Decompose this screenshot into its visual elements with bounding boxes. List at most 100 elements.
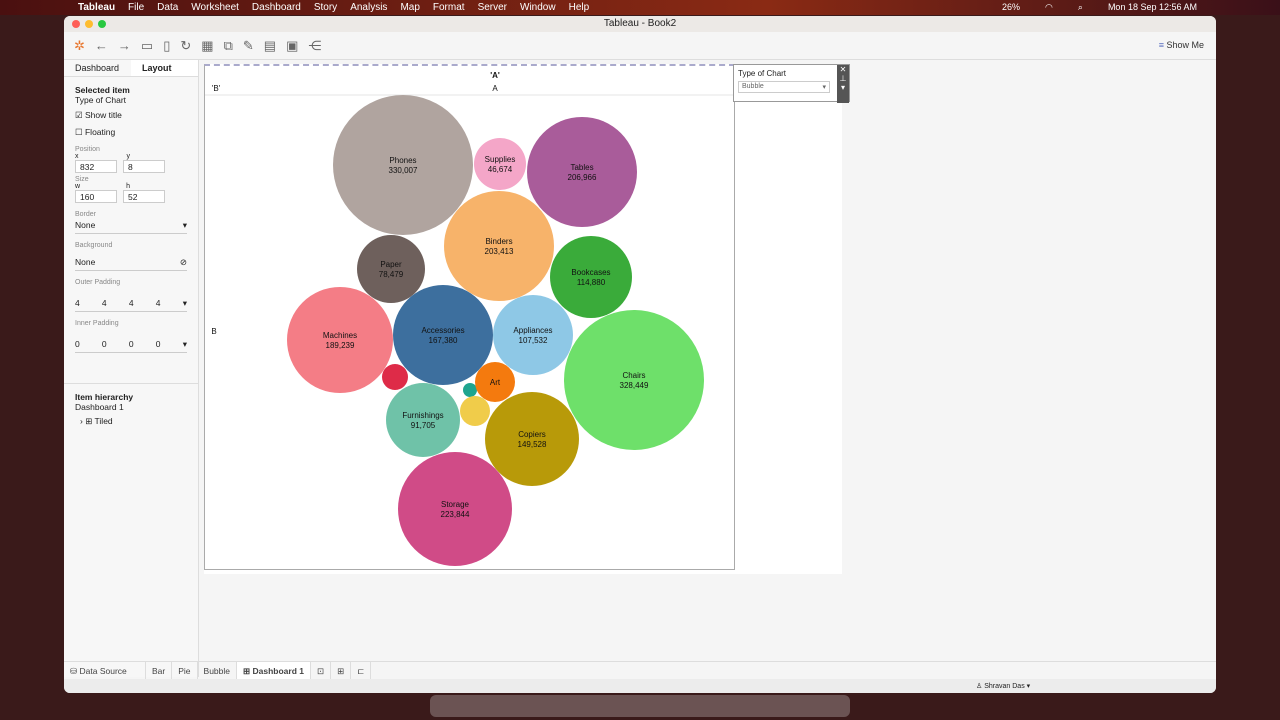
outer-padding-dropdown[interactable]: 4 4 4 4 ▾ (75, 286, 187, 312)
menu-dashboard[interactable]: Dashboard (251, 2, 301, 13)
duplicate-icon[interactable]: ⧉ (223, 37, 233, 53)
position-label: Position (75, 146, 100, 153)
w-field[interactable]: 160 (75, 190, 117, 203)
bubble-value-label: 114,880 (577, 278, 606, 287)
close-icon[interactable]: ✕ (839, 65, 847, 74)
bubble-binders[interactable] (444, 191, 554, 301)
bubble-furnishings[interactable] (386, 383, 460, 457)
highlight-icon[interactable]: ✎ (242, 37, 254, 53)
new-sheet-icon[interactable]: ▦ (201, 37, 214, 53)
tab-layout[interactable]: Layout (131, 60, 198, 76)
x-field[interactable]: 832 (75, 160, 117, 173)
chart-type-dropdown[interactable]: Bubble ▾ (738, 81, 830, 93)
h-field[interactable]: 52 (123, 190, 165, 203)
bubble-storage[interactable] (398, 452, 512, 566)
color-picker-icon[interactable]: ⊘ (179, 257, 187, 267)
redo-icon[interactable]: → (117, 38, 131, 53)
border-value: None (75, 220, 96, 230)
title-bar: Tableau - Book2 (64, 16, 1216, 32)
menu-app[interactable]: Tableau (78, 2, 116, 13)
menu-window[interactable]: Window (520, 2, 556, 13)
bubble-bookcases[interactable] (550, 236, 632, 318)
layout-panel: Dashboard Layout Selected item Type of C… (64, 60, 199, 677)
bubble-chairs[interactable] (564, 310, 704, 450)
dock (430, 695, 850, 717)
close-window-button[interactable] (72, 20, 80, 28)
bubble-sheet[interactable]: 'A' A 'B' B Phones 330,007 Supplies 46,674 T… (204, 64, 736, 570)
zoom-window-button[interactable] (98, 20, 106, 28)
type-of-chart-filter[interactable]: Type of Chart Bubble ▾ ✕ ⊥ ▾ (733, 64, 850, 103)
refresh-icon[interactable]: ↻ (180, 37, 192, 53)
minimize-window-button[interactable] (85, 20, 93, 28)
menu-help[interactable]: Help (568, 2, 590, 13)
y-field[interactable]: 8 (123, 160, 165, 173)
wifi-icon[interactable]: ◠ (1045, 2, 1053, 12)
menu-worksheet[interactable]: Worksheet (191, 2, 239, 13)
menu-analysis[interactable]: Analysis (350, 2, 388, 13)
show-title-checkbox[interactable]: ☑ Show title (75, 110, 122, 120)
new-data-source-icon[interactable]: ▯ (163, 37, 171, 53)
outer-top: 4 (101, 298, 107, 308)
show-me-button[interactable]: ≡ Show Me (1159, 40, 1204, 50)
new-dashboard-icon[interactable]: ⊞ (331, 661, 352, 680)
undo-icon[interactable]: ← (94, 38, 108, 53)
bubble-unlabeled[interactable] (460, 396, 490, 426)
background-dropdown[interactable]: None ⊘ (75, 255, 187, 271)
chevron-down-icon: ▾ (822, 84, 826, 91)
bubble-value-label: 149,528 (518, 440, 547, 449)
item-hierarchy-heading: Item hierarchy (75, 392, 134, 402)
bubble-value-label: 328,449 (620, 381, 649, 390)
show-me-label: Show Me (1166, 40, 1204, 50)
presentation-icon[interactable]: ▣ (286, 37, 299, 53)
menu-file[interactable]: File (128, 2, 145, 13)
clock[interactable]: Mon 18 Sep 12:56 AM (1107, 2, 1197, 12)
inner-padding-dropdown[interactable]: 0 0 0 0 ▾ (75, 327, 187, 353)
bubble-appliances[interactable] (493, 295, 573, 375)
pin-icon[interactable]: ⊥ (839, 74, 847, 83)
tab-bubble[interactable]: Bubble (198, 661, 237, 680)
menu-story[interactable]: Story (313, 2, 338, 13)
menu-data[interactable]: Data (157, 2, 179, 13)
fit-icon[interactable]: ▤ (263, 37, 277, 53)
bubble-phones[interactable] (333, 95, 473, 235)
bubble-name-label: Art (490, 378, 501, 387)
bubble-copiers[interactable] (485, 392, 579, 486)
hierarchy-dashboard[interactable]: Dashboard 1 (75, 402, 124, 412)
menu-format[interactable]: Format (432, 2, 465, 13)
hierarchy-tiled[interactable]: › ⊞ Tiled (80, 416, 113, 426)
tab-pie[interactable]: Pie (172, 661, 198, 680)
bubble-paper[interactable] (357, 235, 425, 303)
save-icon[interactable]: ▭ (140, 37, 154, 53)
bubble-tables[interactable] (527, 117, 637, 227)
column-header: A (492, 84, 498, 93)
bubble-value-label: 46,674 (488, 165, 513, 174)
bubble-art[interactable] (475, 362, 515, 402)
dashboard-tab-label: Dashboard 1 (252, 665, 305, 676)
bubble-machines[interactable] (287, 287, 393, 393)
tableau-logo-icon[interactable]: ✲ (74, 37, 85, 53)
toolbar: ✲ ← → ▭ ▯ ↻ ▦ ⧉ ✎ ▤ ▣ ⋲ ≡ Show Me (64, 32, 1216, 60)
bubble-supplies[interactable] (474, 138, 526, 190)
tab-data-source[interactable]: ⛁ Data Source (64, 661, 146, 680)
menu-server[interactable]: Server (477, 2, 508, 13)
column-header-quoted: 'A' (490, 71, 500, 80)
search-icon[interactable]: ⌕ (1077, 2, 1083, 12)
chevron-right-icon[interactable]: › (80, 416, 83, 426)
tab-dashboard[interactable]: Dashboard (75, 63, 120, 73)
floating-checkbox[interactable]: ☐ Floating (75, 127, 116, 137)
tab-bar[interactable]: Bar (146, 661, 173, 680)
menu-map[interactable]: Map (400, 2, 420, 13)
more-options-icon[interactable]: ▾ (840, 83, 845, 92)
new-story-icon[interactable]: ⊏ (351, 661, 372, 680)
border-dropdown[interactable]: None ▾ (75, 218, 187, 234)
share-icon[interactable]: ⋲ (308, 37, 322, 53)
tab-dashboard-1[interactable]: ⊞ Dashboard 1 (237, 661, 311, 680)
new-worksheet-icon[interactable]: ⊡ (311, 661, 332, 680)
tiled-label: Tiled (94, 416, 113, 426)
bubble-unlabeled[interactable] (382, 364, 408, 390)
user-menu[interactable]: ♙ Shravan Das ▾ (976, 683, 1031, 690)
filter-title: Type of Chart (738, 69, 787, 78)
bubble-unlabeled[interactable] (463, 383, 477, 397)
bubble-accessories[interactable] (393, 285, 493, 385)
bubble-name-label: Tables (570, 163, 593, 172)
